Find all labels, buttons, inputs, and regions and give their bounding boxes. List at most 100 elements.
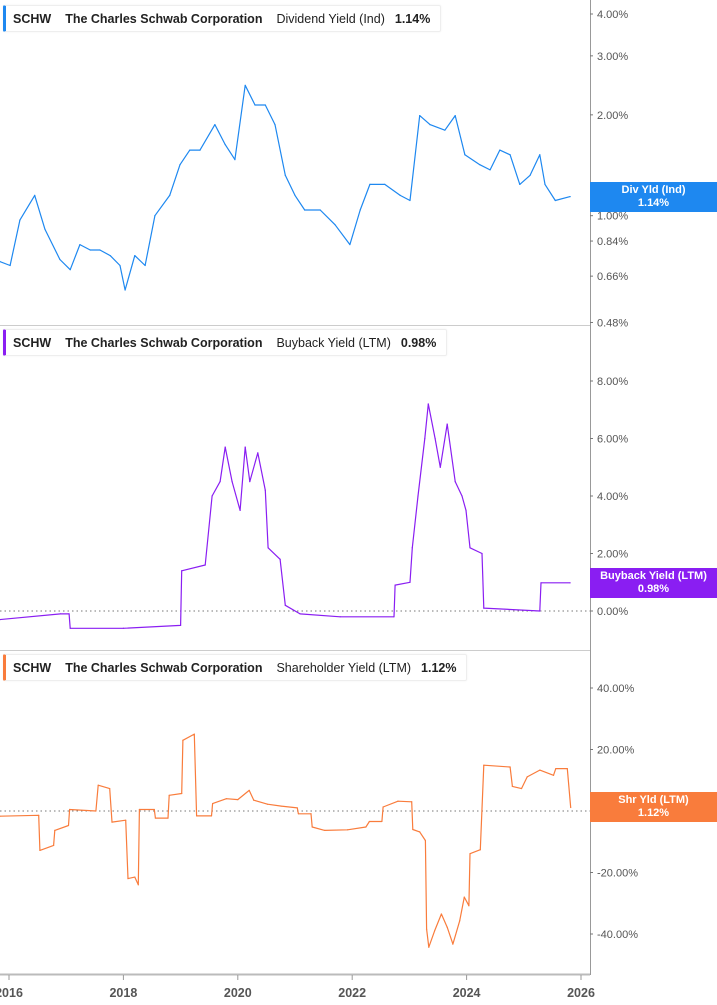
x-tick-label: 2026 [567,986,595,1000]
data-point [454,114,456,117]
data-point [280,805,282,807]
data-point [122,627,124,629]
data-point [154,215,156,217]
data-point [153,808,155,811]
data-point [412,828,414,831]
data-point [199,149,201,151]
y-tick-label: -20.00% [597,868,638,880]
y-tick-label: 3.00% [597,51,628,63]
series-line [0,403,571,629]
data-point [53,844,55,847]
data-point [253,799,255,801]
shareholder-yield-value-tag: Shr Yld (LTM) 1.12% [590,792,717,822]
data-point [297,813,300,815]
data-point [124,289,126,291]
data-point [446,423,448,425]
data-point [566,767,568,770]
data-point [244,84,246,86]
data-point [369,183,371,185]
data-point [119,264,121,267]
data-point [69,269,71,271]
x-tick-label: 2024 [453,986,481,1000]
data-point [79,243,81,246]
data-point [19,219,21,221]
data-point [254,104,256,106]
data-point [249,481,251,483]
data-point [569,196,571,198]
y-tick-label: 0.00% [597,606,628,618]
data-point [411,801,413,803]
data-point [555,767,557,770]
data-point [459,920,461,922]
legend-shareholder-yield: SCHW The Charles Schwab Corporation Shar… [3,654,468,681]
data-point [394,584,396,586]
data-point [365,826,367,828]
y-tick-label: 2.00% [597,549,628,561]
data-point [248,789,250,791]
legend-ticker: SCHW [13,335,52,350]
data-point [69,627,71,629]
y-tick-label: 0.48% [597,317,628,329]
data-point [469,547,471,549]
data-point [299,613,301,615]
y-tick-label: 6.00% [597,434,628,446]
data-point [210,815,213,817]
data-point [231,481,233,483]
data-point [310,813,312,815]
data-point [399,194,401,196]
data-point [428,946,430,948]
tag-value: 0.98% [637,583,670,595]
data-point [539,610,541,612]
data-point [167,817,169,819]
data-point [511,785,513,788]
data-point [189,149,191,151]
data-point [409,199,411,202]
data-point [144,264,146,267]
data-point [520,787,523,790]
data-point [182,739,184,741]
y-tick-label: 8.00% [597,376,628,388]
data-point [267,547,269,549]
data-point [544,183,546,185]
buyback-yield-value-tag: Buyback Yield (LTM) 0.98% [590,568,717,598]
y-tick-label: 2.00% [597,110,628,122]
data-point [324,829,326,831]
data-point [239,509,241,511]
data-point [440,913,443,915]
data-point [481,552,483,555]
data-point [393,616,395,618]
data-point [266,803,269,805]
data-point [359,209,361,211]
data-point [461,495,463,497]
data-point [296,807,298,809]
data-point [425,928,428,930]
data-point [69,808,71,811]
legend-value: 1.12% [421,660,457,675]
data-point [479,164,481,166]
data-point [257,452,259,454]
data-point [134,876,136,878]
data-point [489,169,491,171]
tag-value: 1.14% [637,197,670,209]
data-point [409,581,411,583]
data-point [38,814,40,816]
data-point [264,104,266,106]
data-point [554,199,556,202]
data-point [99,249,101,251]
y-tick-label: 0.84% [597,236,628,248]
data-point [284,174,286,176]
data-point [179,164,181,166]
data-point [138,808,141,811]
data-point [417,495,419,497]
data-point [397,800,399,802]
data-point [552,774,555,776]
x-tick-label: 2016 [0,986,23,1000]
legend-value: 1.14% [394,11,431,26]
data-point [433,930,436,932]
data-point [214,124,216,126]
dividend-yield-value-tag: Div Yld (Ind) 1.14% [590,182,717,212]
y-tick-label: 4.00% [597,491,628,503]
data-point [211,495,213,497]
data-point [68,613,70,615]
y-tick-label: 20.00% [597,745,635,757]
